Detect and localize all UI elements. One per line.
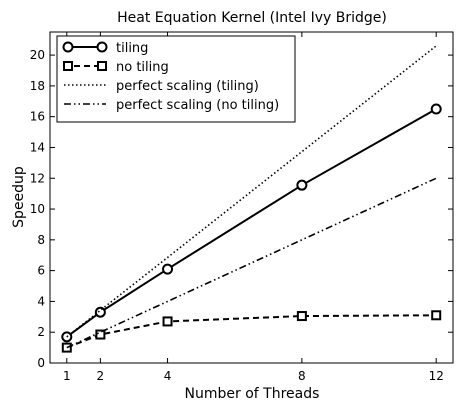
legend-item: perfect scaling (no tiling)	[64, 98, 279, 113]
y-axis-label: Speedup	[11, 166, 27, 228]
y-tick-label: 8	[37, 233, 45, 247]
x-tick-label: 2	[97, 369, 105, 383]
y-tick-label: 6	[37, 264, 45, 278]
legend-item: no tiling	[63, 60, 169, 75]
data-point	[296, 311, 307, 322]
y-tick-label: 20	[30, 48, 45, 62]
y-tick-label: 2	[37, 325, 45, 339]
y-tick-label: 0	[37, 356, 45, 370]
x-tick-label: 8	[298, 369, 306, 383]
legend-marker	[97, 61, 107, 71]
x-axis-label: Number of Threads	[185, 386, 320, 402]
series-3	[66, 177, 437, 349]
legend-box	[56, 35, 296, 123]
chart-title: Heat Equation Kernel (Intel Ivy Bridge)	[117, 10, 387, 26]
x-axis: 1 2 4 8 12	[63, 32, 444, 383]
legend-label: no tiling	[116, 60, 169, 75]
legend-item: perfect scaling (tiling)	[64, 79, 259, 94]
y-tick-label: 14	[30, 140, 45, 154]
data-point	[430, 103, 442, 115]
series-line	[66, 314, 437, 349]
series-line	[66, 177, 437, 349]
data-point	[431, 310, 442, 321]
series-1	[61, 310, 442, 353]
data-point	[296, 179, 308, 191]
legend-marker	[96, 41, 108, 53]
series-0	[61, 103, 442, 343]
x-tick-label: 1	[63, 369, 71, 383]
series-layer	[61, 45, 442, 353]
y-tick-label: 4	[37, 294, 45, 308]
series-line	[66, 108, 437, 338]
y-tick-label: 10	[30, 202, 45, 216]
y-tick-label: 12	[30, 171, 45, 185]
data-point	[95, 329, 106, 340]
data-point	[162, 263, 174, 275]
plot-area	[49, 31, 454, 364]
legend-label: perfect scaling (tiling)	[116, 79, 259, 94]
legend-item: tiling	[62, 41, 148, 56]
y-tick-label: 18	[30, 79, 45, 93]
legend: tiling no tiling perfect scaling (tiling) p…	[56, 35, 296, 123]
data-point	[162, 316, 173, 327]
x-tick-label: 12	[429, 369, 444, 383]
legend-label: perfect scaling (no tiling)	[116, 98, 279, 113]
legend-marker	[62, 41, 74, 53]
data-point	[94, 306, 106, 318]
plot-frame	[49, 31, 454, 364]
x-tick-label: 4	[164, 369, 172, 383]
y-tick-label: 16	[30, 110, 45, 124]
legend-label: tiling	[116, 41, 148, 56]
legend-marker	[63, 61, 73, 71]
y-axis: 0 2 4 6 8 10 12 14 16 18 20	[30, 48, 453, 370]
